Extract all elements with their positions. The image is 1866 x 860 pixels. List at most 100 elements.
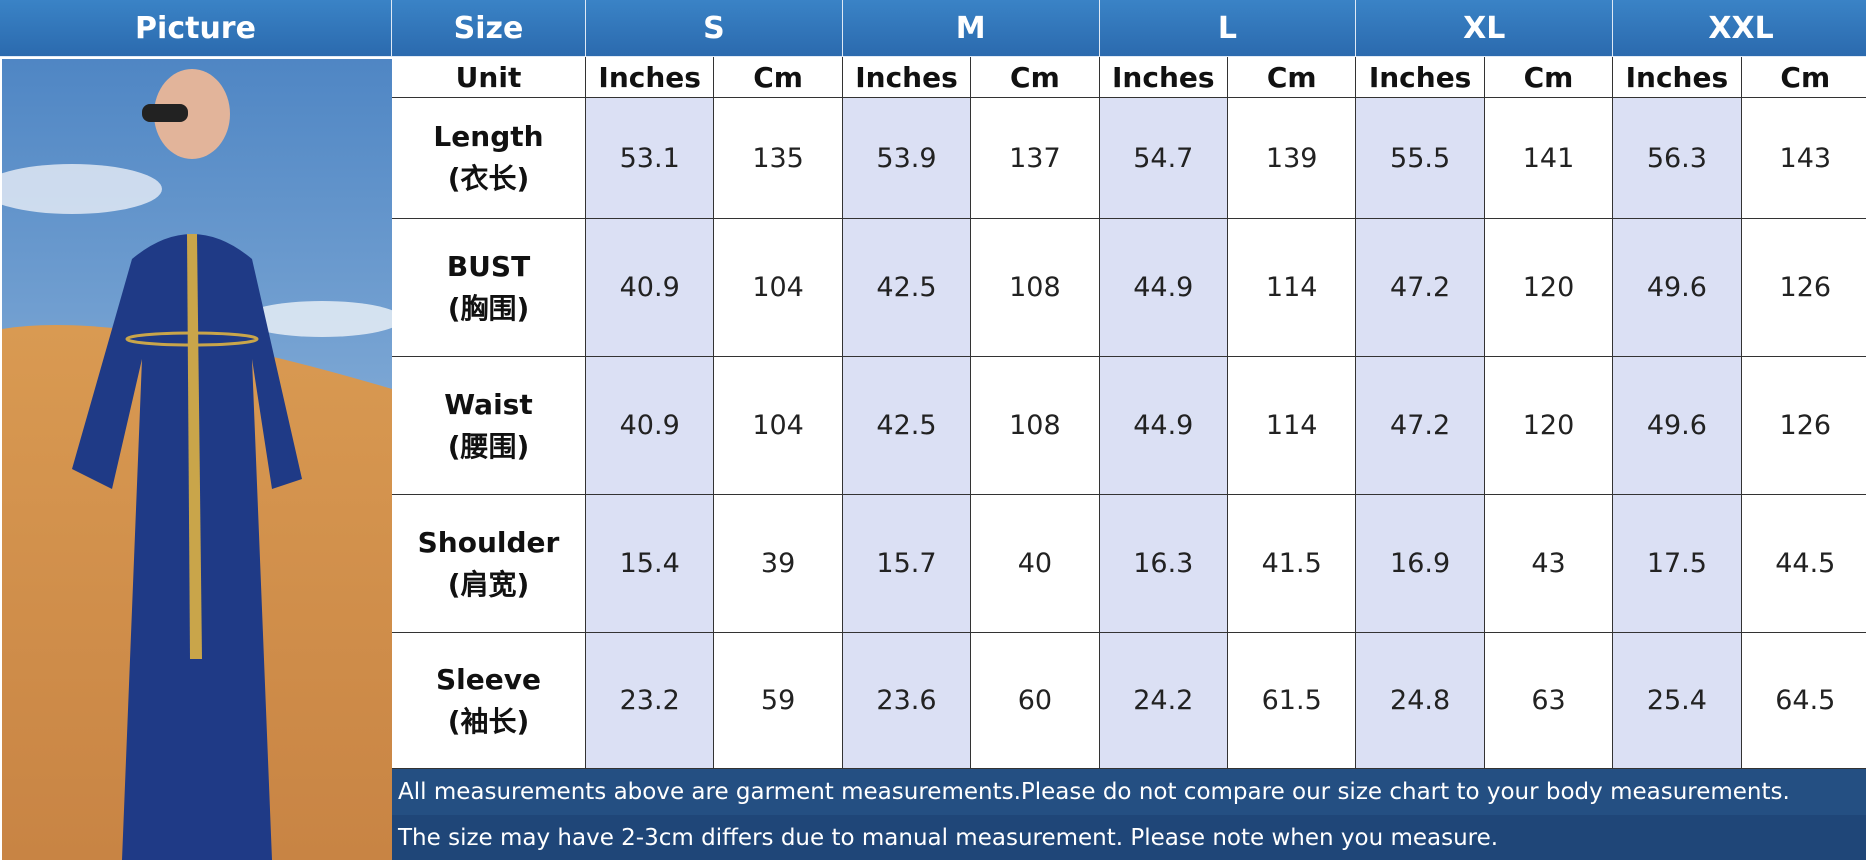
value-cell: 54.7 [1099,98,1228,219]
value-cell: 114 [1228,357,1357,495]
value: 24.8 [1390,685,1451,716]
size-header: M [842,0,1100,57]
value-cell: 114 [1228,219,1357,357]
row-label: BUST (胸围) [392,219,586,357]
value-cell: 23.2 [586,633,715,769]
value: 55.5 [1390,142,1451,174]
value: 114 [1265,410,1318,441]
size-name: XXL [1708,10,1774,46]
value: 39 [760,548,796,579]
value: 135 [752,142,804,174]
value-cell: 120 [1484,357,1614,495]
value: 120 [1522,272,1575,303]
value-cell: 44.5 [1741,495,1866,633]
unit-text: Cm [1266,60,1317,94]
row-name-cn: (衣长) [447,162,530,195]
value: 61.5 [1261,685,1322,716]
value: 53.1 [619,142,680,174]
value-cell: 126 [1741,219,1866,357]
value: 126 [1779,272,1832,303]
value: 137 [1009,142,1061,174]
value: 114 [1265,272,1318,303]
size-name: M [955,10,986,46]
unit-text: Inches [855,60,958,94]
value-cell: 23.6 [842,633,972,769]
value-cell: 143 [1741,98,1866,219]
value-cell: 61.5 [1228,633,1357,769]
value-cell: 40 [971,495,1100,633]
value: 23.6 [876,685,937,716]
row-name-cn: (胸围) [447,291,530,325]
value: 23.2 [619,685,680,716]
note: The size may have 2-3cm differs due to m… [392,815,1866,860]
value: 24.2 [1133,685,1194,716]
value: 141 [1522,142,1575,174]
value-cell: 15.4 [586,495,715,633]
value: 25.4 [1646,685,1707,716]
size-header: XL [1356,0,1614,57]
value: 44.5 [1775,548,1836,579]
value-cell: 108 [971,357,1100,495]
unit-text: Inches [1368,60,1472,94]
unit-cell: Cm [1228,57,1357,98]
unit-cell: Inches [1099,57,1228,98]
value: 63 [1531,685,1566,716]
size-header: XXL [1613,0,1866,57]
value: 43 [1531,548,1566,579]
row-name: Waist [444,387,533,421]
header-cell: Size [392,0,586,57]
value: 40.9 [619,410,680,441]
value-cell: 49.6 [1613,357,1742,495]
value-cell: 40.9 [586,357,715,495]
unit-text: Inches [1112,60,1215,94]
value: 15.4 [619,548,680,579]
value-cell: 135 [714,98,843,219]
value-cell: 126 [1741,357,1866,495]
value-cell: 120 [1484,219,1614,357]
value-cell: 139 [1228,98,1357,219]
value-cell: 17.5 [1613,495,1742,633]
value-cell: 55.5 [1356,98,1485,219]
value: 60 [1017,685,1053,716]
unit-cell: Inches [842,57,972,98]
value-cell: 44.9 [1099,357,1228,495]
value: 44.9 [1133,410,1194,441]
unit-cell: Cm [1484,57,1614,98]
value-cell: 49.6 [1613,219,1742,357]
row-name: BUST [446,249,531,283]
value-cell: 25.4 [1613,633,1742,769]
value: 64.5 [1775,685,1836,716]
value: 41.5 [1261,548,1322,579]
unit-cell: Inches [1356,57,1485,98]
row-name: Sleeve [436,662,541,696]
unit-cell: Inches [1613,57,1742,98]
value-cell: 47.2 [1356,219,1485,357]
value: 40 [1017,548,1053,579]
header-cell: Picture [0,0,392,57]
value-cell: 24.8 [1356,633,1485,769]
value: 59 [760,685,796,716]
row-name-cn: (肩宽) [447,567,530,601]
header-text: Picture [135,10,256,46]
value-cell: 47.2 [1356,357,1485,495]
value-cell: 44.9 [1099,219,1228,357]
value: 104 [752,272,804,303]
note: All measurements above are garment measu… [392,769,1866,815]
row-name: Length [433,120,544,153]
value-cell: 24.2 [1099,633,1228,769]
size-header: S [586,0,843,57]
value-cell: 64.5 [1741,633,1866,769]
value-cell: 42.5 [842,357,972,495]
unit-cell: Cm [714,57,843,98]
unit-text: Cm [1780,60,1831,94]
row-label: Waist (腰围) [392,357,586,495]
value: 56.3 [1646,142,1707,174]
size-name: S [703,10,725,46]
value-cell: 104 [714,357,843,495]
row-label: Shoulder (肩宽) [392,495,586,633]
value: 143 [1779,142,1832,174]
value: 104 [752,410,804,441]
value-cell: 63 [1484,633,1614,769]
row-name-cn: (袖长) [447,704,530,738]
value: 16.9 [1390,548,1451,579]
